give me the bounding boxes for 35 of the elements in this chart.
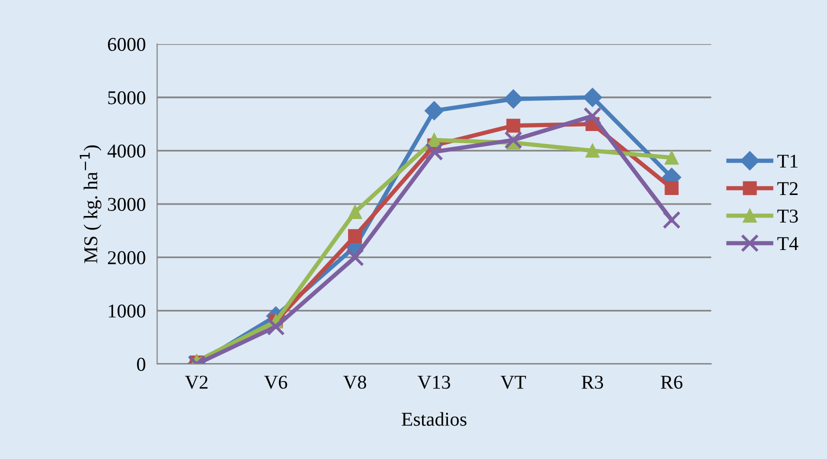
point [266,318,285,336]
x-tick-label: V2 [185,376,208,389]
point [586,144,600,158]
point [425,142,444,161]
point [664,181,679,195]
x-axis-title: Estadios [402,412,466,426]
point [582,88,602,107]
x-tick-label: R6 [660,376,682,389]
y-tick-label: 5000 [108,91,146,104]
x-tick-label: VT [500,376,526,389]
point [346,248,364,266]
y-tick-label: 3000 [108,198,146,211]
x-tick-label: V13 [418,376,450,389]
legend-label: T1 [777,154,798,168]
legend-label: T4 [777,237,798,250]
y-axis-title: MS ( kg. ha$^{−1}$) [80,145,102,264]
legend-label: T3 [777,210,798,223]
point [348,205,362,219]
legend-label: T2 [777,182,798,196]
y-tick-label: 4000 [108,144,146,158]
point [504,89,523,109]
x-tick-label: V6 [264,376,288,389]
x-tick-label: V8 [343,376,366,389]
point [664,150,679,165]
point [506,118,520,133]
point [662,210,681,230]
y-tick-label: 0 [137,358,146,371]
point [583,107,602,126]
point [504,131,522,150]
y-tick-label: 6000 [108,38,146,51]
x-tick-label: R3 [582,376,604,389]
point [348,229,362,243]
y-tick-label: 2000 [108,251,146,264]
y-tick-label: 1000 [108,304,146,318]
point [424,101,444,120]
